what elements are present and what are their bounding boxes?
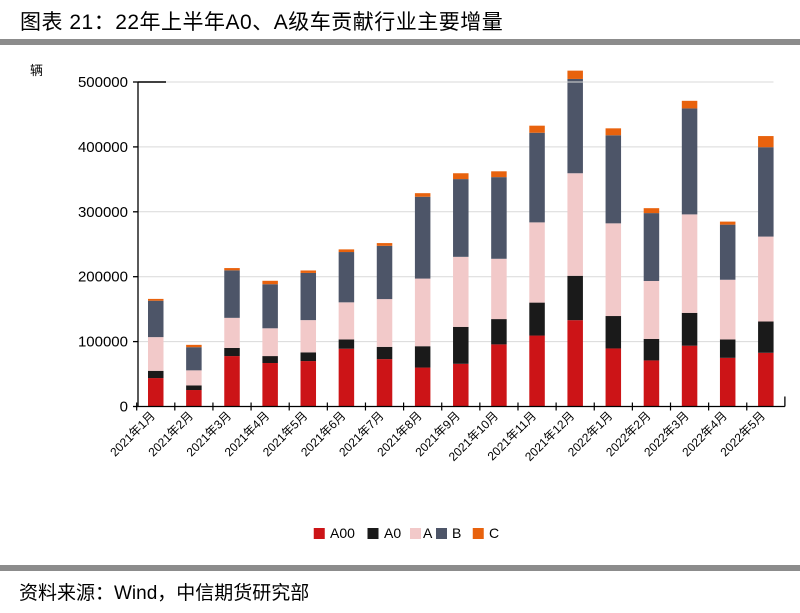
- svg-text:0: 0: [120, 399, 128, 416]
- svg-text:C: C: [489, 525, 499, 541]
- svg-text:500000: 500000: [78, 74, 128, 91]
- svg-text:100000: 100000: [78, 334, 128, 351]
- svg-text:B: B: [452, 525, 461, 541]
- svg-text:400000: 400000: [78, 139, 128, 156]
- svg-text:A: A: [423, 525, 433, 541]
- svg-text:A0: A0: [384, 525, 401, 541]
- svg-text:A00: A00: [330, 525, 355, 541]
- svg-text:200000: 200000: [78, 269, 128, 286]
- svg-text:300000: 300000: [78, 204, 128, 221]
